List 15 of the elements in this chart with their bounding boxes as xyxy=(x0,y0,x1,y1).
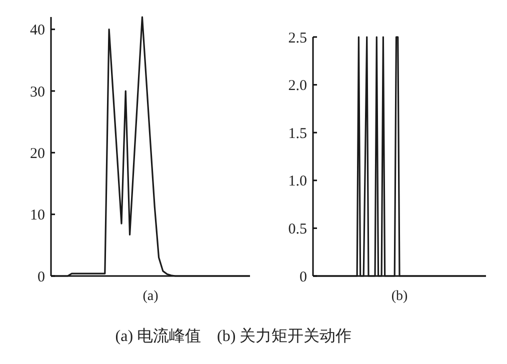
y-tick-label: 0.5 xyxy=(288,221,307,238)
y-tick-label: 30 xyxy=(30,84,45,100)
x-axis-title: (b) xyxy=(391,289,408,304)
line-series xyxy=(50,16,251,277)
y-tick-label: 20 xyxy=(30,146,45,162)
text: (a) 电流峰值 (b) 关力矩开关动作 xyxy=(115,327,352,345)
x-axis-title: (a) xyxy=(142,289,159,304)
y-tick-label: 10 xyxy=(30,208,45,224)
y-tick-label: 2.5 xyxy=(288,30,307,46)
y-tick-label: 1.0 xyxy=(288,174,307,190)
y-tick-label: 0 xyxy=(38,269,45,286)
y-tick-label: 2.0 xyxy=(288,78,307,94)
y-tick-label: 1.5 xyxy=(288,126,307,142)
y-tick-label: 0 xyxy=(300,269,307,286)
y-tick-label: 40 xyxy=(30,22,45,39)
